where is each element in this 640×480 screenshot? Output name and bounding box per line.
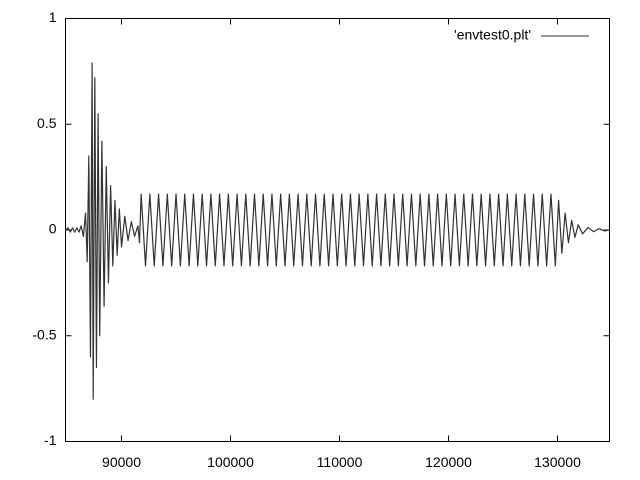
x-tick-label: 110000 <box>317 454 363 470</box>
y-tick-label: 0 <box>49 221 57 237</box>
x-tick-label: 130000 <box>534 454 581 470</box>
y-tick-label: 1 <box>49 9 57 25</box>
legend-label: 'envtest0.plt' <box>454 27 531 43</box>
y-tick-label: 0.5 <box>37 115 57 131</box>
y-tick-label: -0.5 <box>32 326 56 342</box>
x-tick-label: 120000 <box>425 454 472 470</box>
y-tick-label: -1 <box>44 432 57 448</box>
x-tick-label: 90000 <box>102 454 141 470</box>
x-tick-label: 100000 <box>207 454 254 470</box>
signal-line <box>65 62 610 400</box>
